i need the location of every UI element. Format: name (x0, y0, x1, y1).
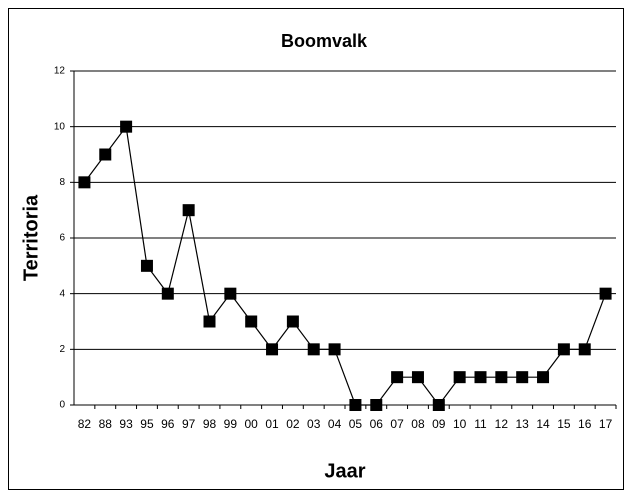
x-tick-label: 95 (140, 417, 154, 431)
x-tick-label: 08 (411, 417, 425, 431)
marker (391, 371, 404, 384)
x-tick-label: 17 (599, 417, 613, 431)
marker (286, 315, 299, 328)
marker (78, 176, 91, 189)
x-tick-label: 04 (328, 417, 342, 431)
marker (474, 371, 487, 384)
x-tick-label: 96 (161, 417, 175, 431)
marker (120, 120, 133, 133)
marker (432, 399, 445, 411)
marker (328, 343, 341, 356)
x-tick-label: 00 (245, 417, 259, 431)
marker (161, 287, 174, 300)
marker (495, 371, 508, 384)
marker (411, 371, 424, 384)
marker (516, 371, 529, 384)
y-tick-label: 2 (59, 344, 65, 355)
x-tick-label: 88 (99, 417, 113, 431)
y-tick-label: 4 (59, 288, 65, 299)
marker (307, 343, 320, 356)
marker (370, 399, 383, 411)
x-tick-label: 03 (307, 417, 321, 431)
x-tick-label: 14 (536, 417, 550, 431)
marker (578, 343, 591, 356)
chart-title: Boomvalk (281, 31, 368, 51)
y-tick-label: 0 (59, 400, 65, 411)
x-tick-label: 16 (578, 417, 592, 431)
x-tick-label: 10 (453, 417, 467, 431)
x-tick-label: 07 (390, 417, 404, 431)
marker (453, 371, 466, 384)
y-tick-label: 6 (59, 233, 65, 244)
marker (245, 315, 258, 328)
x-tick-label: 99 (224, 417, 238, 431)
x-tick-label: 82 (78, 417, 92, 431)
x-tick-label: 02 (286, 417, 300, 431)
x-tick-label: 11 (474, 417, 487, 431)
x-axis-label: Jaar (324, 460, 365, 482)
marker (99, 148, 112, 161)
y-axis-label: Territoria (20, 194, 42, 281)
y-tick-label: 10 (54, 121, 66, 132)
marker (537, 371, 550, 384)
chart-border (8, 8, 624, 490)
marker (557, 343, 570, 356)
marker (349, 399, 362, 411)
x-tick-label: 06 (370, 417, 384, 431)
x-tick-label: 15 (557, 417, 571, 431)
x-tick-label: 12 (495, 417, 509, 431)
x-tick-label: 01 (265, 417, 279, 431)
x-tick-label: 93 (119, 417, 133, 431)
marker (599, 287, 612, 300)
marker (182, 204, 195, 217)
marker (266, 343, 279, 356)
y-tick-label: 8 (59, 177, 65, 188)
x-tick-label: 05 (349, 417, 363, 431)
marker (203, 315, 216, 328)
x-tick-label: 98 (203, 417, 217, 431)
marker (224, 287, 237, 300)
x-tick-label: 09 (432, 417, 446, 431)
x-tick-label: 97 (182, 417, 196, 431)
x-tick-label: 13 (516, 417, 530, 431)
y-tick-label: 12 (54, 66, 66, 77)
marker (140, 259, 153, 272)
